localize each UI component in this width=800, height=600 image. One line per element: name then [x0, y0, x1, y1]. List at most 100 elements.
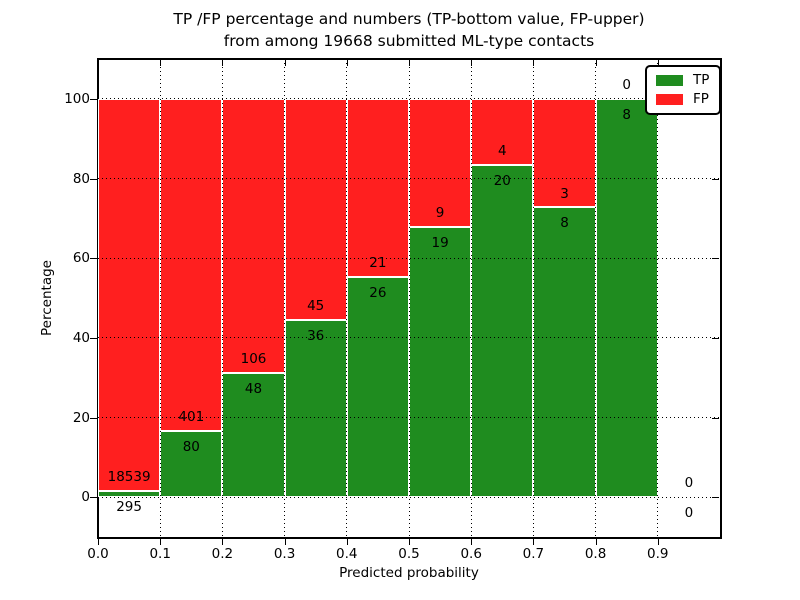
- y-tick-mark: [90, 417, 97, 419]
- bar-fp-segment: [160, 98, 223, 431]
- tp-count-label: 80: [182, 438, 200, 455]
- bar-tp-segment: [595, 98, 658, 498]
- x-tick-mark: [98, 538, 99, 545]
- gridline-v: [532, 59, 534, 537]
- x-tick-label: 0.9: [647, 546, 669, 562]
- y-tick-mark: [90, 337, 97, 339]
- gridline-v: [408, 59, 410, 537]
- gridline-v: [657, 59, 659, 537]
- fp-count-label: 21: [369, 254, 387, 271]
- bar-tp-segment: [533, 207, 596, 498]
- x-tick-mark-top: [409, 59, 410, 66]
- fp-count-label: 106: [240, 351, 267, 368]
- x-tick-mark-top: [346, 59, 348, 66]
- tp-count-label: 26: [369, 284, 387, 301]
- x-tick-label: 0.5: [398, 546, 420, 562]
- tp-count-label: 0: [684, 505, 694, 522]
- tp-count-label: 8: [560, 215, 569, 232]
- x-tick-mark: [284, 538, 286, 545]
- gridline-v: [284, 59, 286, 537]
- y-tick-mark-right: [712, 497, 719, 499]
- y-tick-mark-right: [712, 258, 719, 260]
- x-tick-mark: [222, 538, 224, 545]
- fp-count-label: 3: [560, 185, 569, 202]
- bar-tp-segment: [160, 430, 223, 498]
- y-tick-label: 80: [72, 170, 90, 187]
- bar-tp-segment: [284, 320, 347, 498]
- x-tick-mark-top: [533, 59, 535, 66]
- bar-tp-segment: [222, 373, 285, 498]
- tp-count-label: 20: [493, 173, 511, 190]
- y-tick-mark-right: [712, 417, 719, 419]
- x-tick-mark: [657, 538, 659, 545]
- tp-count-label: 36: [307, 328, 325, 345]
- tp-count-label: 295: [116, 498, 142, 515]
- gridline-v: [346, 59, 348, 537]
- x-tick-mark: [346, 538, 348, 545]
- gridline-v: [595, 59, 597, 537]
- legend-item-fp: FP: [656, 91, 709, 107]
- legend: TP FP: [645, 65, 722, 115]
- y-tick-mark-right: [712, 178, 719, 180]
- bar-tp-segment: [346, 276, 409, 498]
- bar-fp-segment: [346, 98, 409, 277]
- x-tick-label: 0.2: [211, 546, 234, 562]
- fp-count-label: 9: [435, 204, 445, 221]
- fp-count-label: 4: [498, 143, 507, 160]
- x-tick-mark: [409, 538, 410, 545]
- bar-fp-segment: [222, 98, 285, 373]
- x-tick-mark-top: [98, 59, 99, 66]
- legend-label-fp: FP: [693, 91, 709, 107]
- y-tick-mark: [90, 178, 97, 180]
- x-axis-label: Predicted probability: [339, 565, 479, 581]
- chart-title-line1: TP /FP percentage and numbers (TP-bottom…: [173, 10, 645, 28]
- bar-fp-segment: [409, 98, 472, 227]
- bar-fp-segment: [98, 98, 161, 491]
- y-tick-mark: [90, 258, 97, 260]
- fp-count-label: 0: [684, 475, 694, 492]
- gridline-v: [470, 59, 472, 537]
- y-tick-label: 100: [64, 90, 90, 107]
- gridline-v: [159, 59, 161, 537]
- x-tick-mark-top: [284, 59, 286, 66]
- fp-count-label: 401: [178, 408, 205, 425]
- tp-count-label: 8: [622, 106, 631, 123]
- legend-label-tp: TP: [693, 72, 710, 88]
- bar-fp-segment: [284, 98, 347, 321]
- x-tick-mark-top: [595, 59, 597, 66]
- y-tick-mark: [90, 497, 97, 499]
- fp-count-label: 45: [307, 298, 325, 315]
- x-tick-mark-top: [222, 59, 224, 66]
- gridline-v: [221, 59, 223, 537]
- bar-tp-segment: [471, 165, 534, 498]
- x-tick-mark-top: [471, 59, 473, 66]
- tp-count-label: 48: [244, 380, 263, 397]
- y-tick-label: 0: [81, 489, 90, 506]
- x-tick-label: 0.4: [336, 546, 358, 562]
- y-tick-label: 40: [72, 329, 90, 346]
- y-tick-mark-right: [712, 337, 719, 339]
- bar-tp-segment: [409, 226, 472, 498]
- bar-fp-segment: [471, 98, 534, 166]
- x-tick-mark: [595, 538, 597, 545]
- x-tick-label: 0.7: [522, 546, 545, 562]
- x-tick-label: 0.0: [87, 546, 109, 562]
- x-tick-mark-top: [160, 59, 162, 66]
- legend-item-tp: TP: [656, 72, 710, 88]
- x-tick-mark-top: [657, 59, 659, 66]
- fp-count-label: 18539: [107, 468, 151, 485]
- fp-swatch-icon: [656, 94, 683, 105]
- y-tick-mark: [90, 98, 97, 100]
- x-tick-label: 0.6: [460, 546, 482, 562]
- y-tick-label: 60: [72, 250, 90, 267]
- chart-title: TP /FP percentage and numbers (TP-bottom…: [173, 8, 644, 52]
- chart-title-line2: from among 19668 submitted ML-type conta…: [223, 32, 595, 50]
- bar-tp-segment: [98, 490, 161, 498]
- x-tick-mark: [471, 538, 473, 545]
- x-tick-label: 0.3: [273, 546, 296, 562]
- x-tick-mark: [160, 538, 162, 545]
- x-tick-label: 0.1: [149, 546, 171, 562]
- y-axis-label: Percentage: [39, 260, 55, 336]
- tp-swatch-icon: [656, 75, 683, 86]
